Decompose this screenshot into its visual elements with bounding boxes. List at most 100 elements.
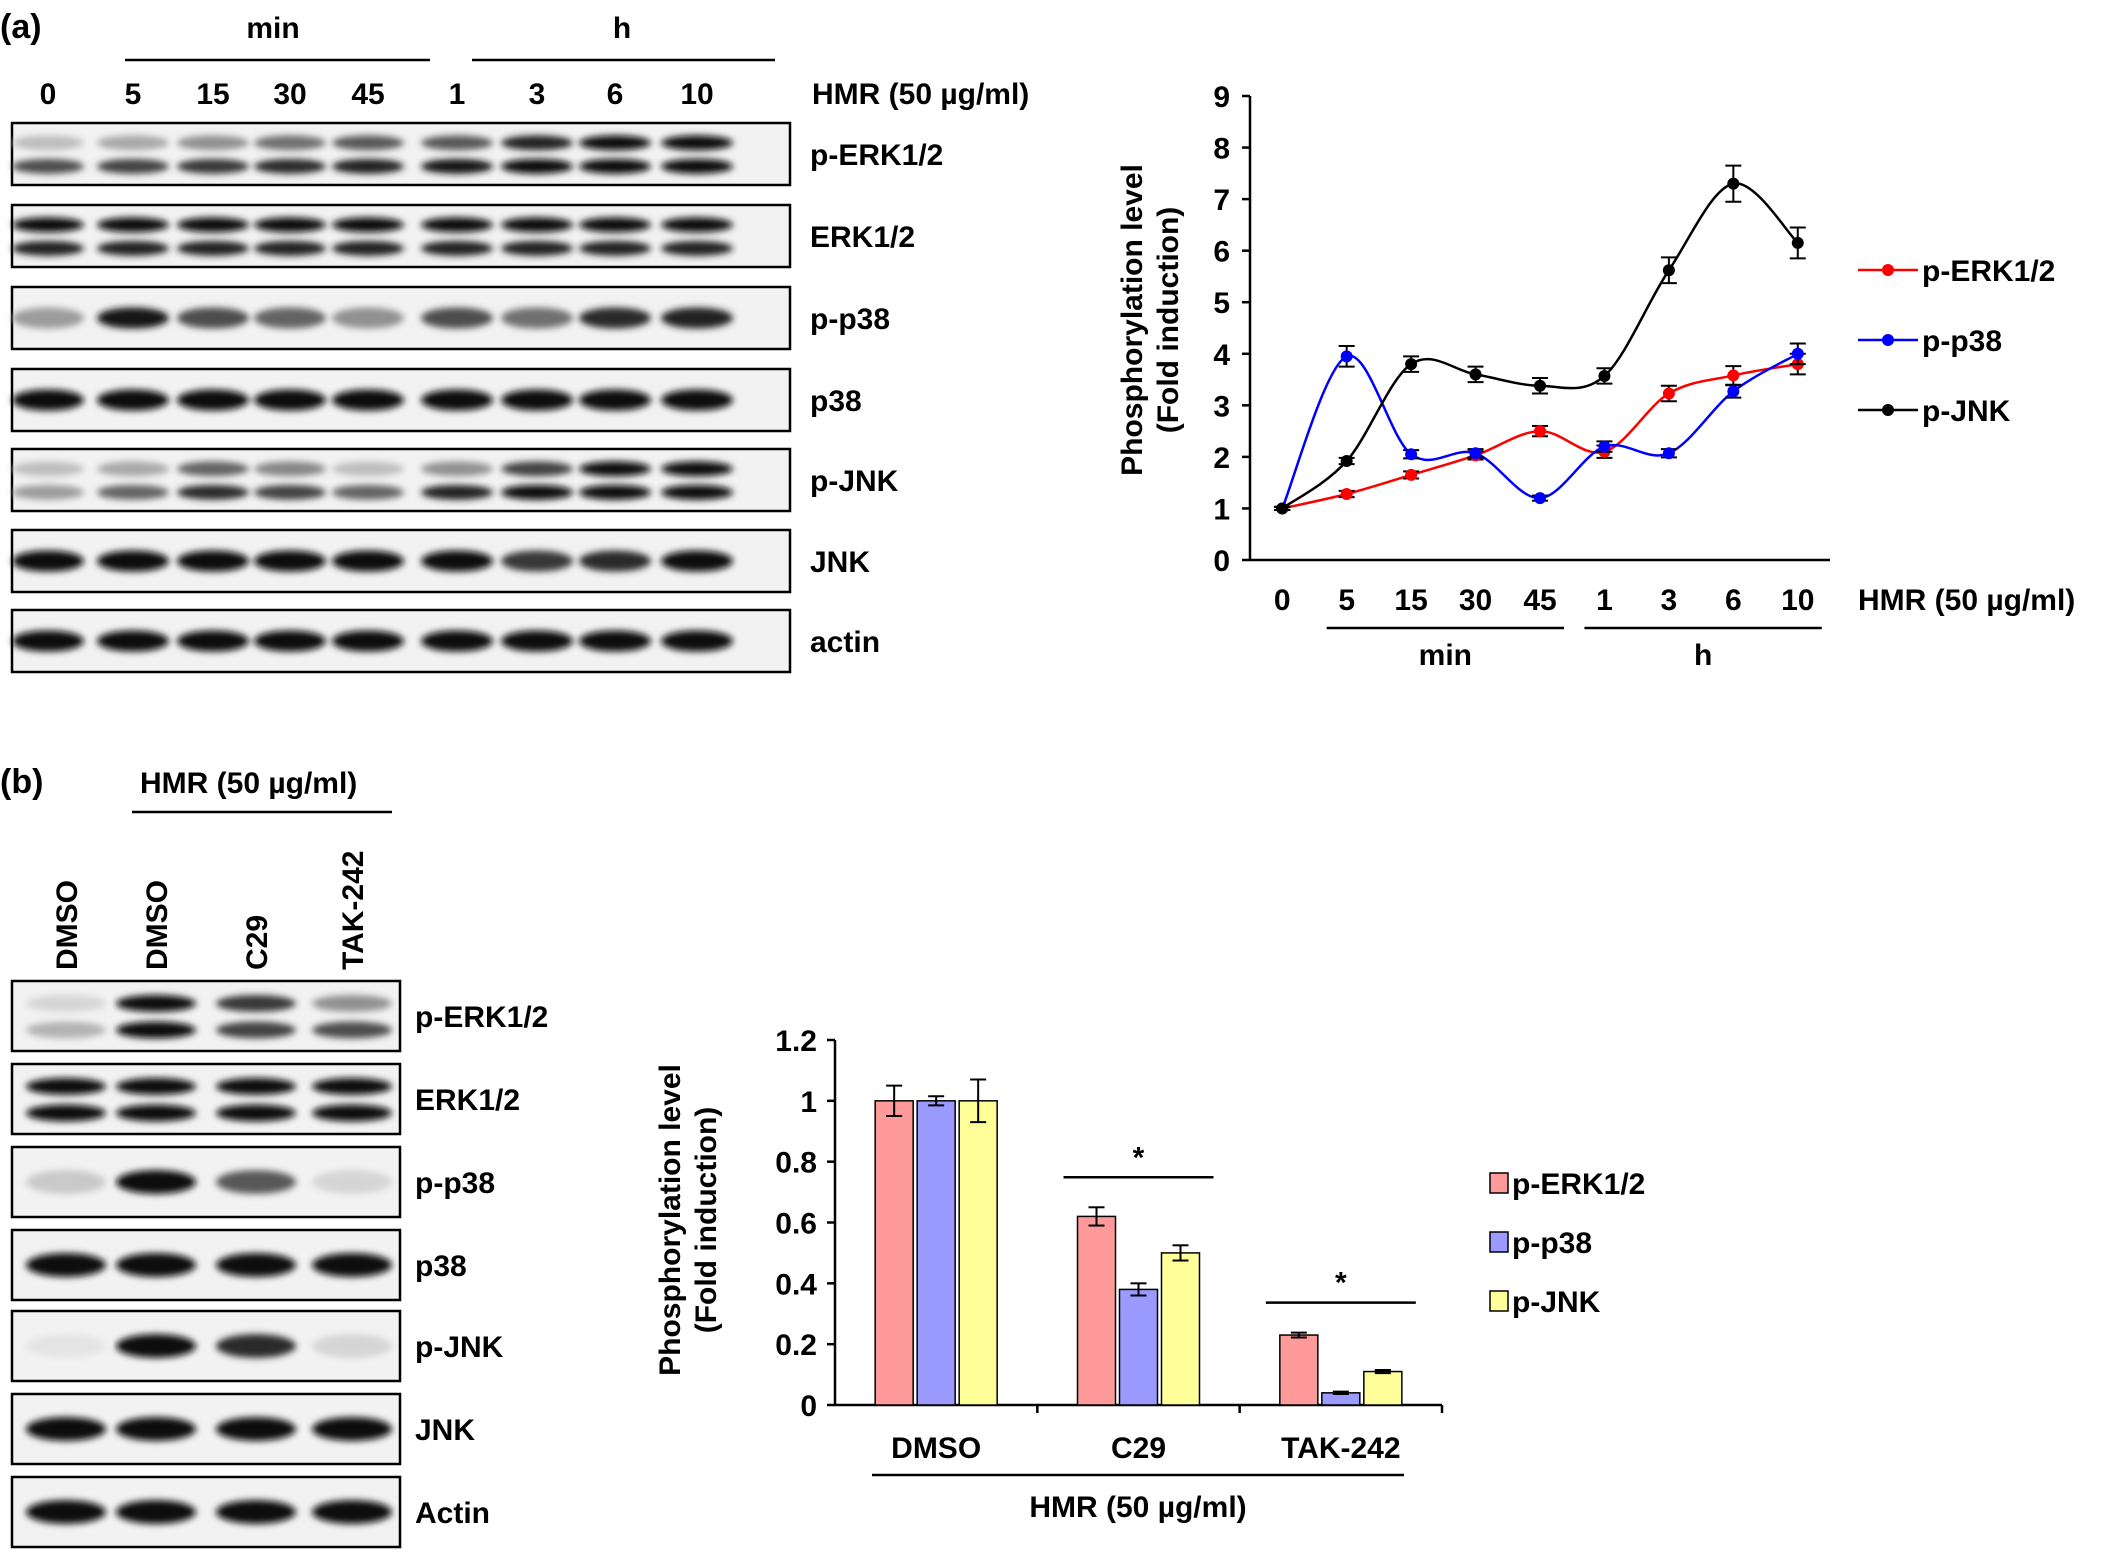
band: [12, 550, 84, 572]
band: [26, 1170, 106, 1194]
band: [12, 217, 84, 233]
band: [312, 995, 392, 1012]
line-chart-y-label-line-2: (Fold induction): [1152, 207, 1185, 434]
blot-b-membrane: [10, 979, 402, 1053]
band: [216, 1021, 296, 1039]
blot-a-group-h: h: [613, 12, 631, 45]
band: [216, 1104, 296, 1122]
blot-a-lane-label: 45: [351, 78, 384, 111]
bar-p-jnk: [1363, 1370, 1403, 1406]
data-point: [1662, 447, 1675, 460]
bar-chart-y-label-line-1: Phosphorylation level: [654, 1064, 687, 1376]
data-point: [1405, 358, 1418, 371]
data-point: [1276, 502, 1289, 515]
band: [312, 1253, 392, 1277]
panel-a-blot: min h HMR (50 µg/ml) 0 5 15 30 45 1 3 6 10 p-ERK…: [10, 12, 1029, 674]
band: [254, 135, 326, 151]
blot-a-row-label: p-JNK: [810, 465, 899, 498]
band: [254, 217, 326, 233]
band: [501, 389, 573, 411]
blot-a-row-p-jnk: p-JNK: [10, 447, 899, 513]
band: [421, 484, 493, 500]
band: [12, 240, 84, 256]
band: [312, 1417, 392, 1441]
blot-b-row-p-erk1-2: p-ERK1/2: [10, 979, 548, 1053]
significance-asterisk: *: [1335, 1267, 1347, 1300]
line-chart-y-tick-label: 5: [1213, 287, 1230, 320]
line-chart-x-tick-label: 45: [1523, 584, 1556, 617]
bar-group-dmso: [874, 1078, 998, 1406]
line-chart-y-label: Phosphorylation level (Fold induction): [1116, 164, 1185, 476]
band: [97, 135, 169, 151]
band: [661, 307, 733, 329]
data-point: [1727, 369, 1740, 382]
band: [12, 389, 84, 411]
data-point: [1791, 236, 1804, 249]
band: [501, 630, 573, 652]
band: [12, 307, 84, 329]
band: [177, 240, 249, 256]
band: [421, 550, 493, 572]
line-chart-x-label: HMR (50 µg/ml): [1858, 584, 2075, 617]
bar-chart-x-tick-label: TAK-242: [1281, 1432, 1400, 1465]
band: [661, 240, 733, 256]
blot-a-bands: [12, 630, 733, 652]
bar-p-erk1-2: [1076, 1215, 1117, 1406]
band: [97, 461, 169, 477]
band: [216, 1078, 296, 1095]
band: [661, 217, 733, 233]
band: [254, 158, 326, 174]
data-point: [1534, 425, 1546, 438]
blot-a-row-label: p38: [810, 385, 862, 418]
legend-swatch: [1489, 1231, 1509, 1253]
data-point: [1534, 492, 1546, 505]
legend-label: p-JNK: [1512, 1286, 1601, 1319]
data-point: [1727, 177, 1740, 190]
blot-b-row-label: Actin: [415, 1497, 490, 1530]
band: [97, 307, 169, 329]
line-chart-group-label-h: h: [1694, 639, 1712, 672]
band: [216, 995, 296, 1012]
bar-chart: 0 0.2 0.4 0.6 0.8 1 1.2 DMSO C29 TAK-242 Phosphor…: [654, 1025, 1645, 1524]
legend-marker: [1882, 334, 1894, 346]
band: [216, 1253, 296, 1277]
blot-a-membrane: [10, 121, 792, 187]
data-point: [1534, 379, 1546, 392]
legend-swatch: [1489, 1172, 1509, 1194]
line-chart-plot-area: [1250, 82, 1830, 560]
bar-chart-legend: p-ERK1/2 p-p38 p-JNK: [1489, 1168, 1645, 1319]
blot-a-row-erk1-2: ERK1/2: [10, 203, 915, 269]
blot-b-bands: [26, 1334, 392, 1358]
band: [501, 158, 573, 174]
data-point: [1469, 368, 1482, 381]
line-chart-y-label-line-1: Phosphorylation level: [1116, 164, 1149, 476]
bar-group-c29: [1076, 1206, 1201, 1406]
bar-chart-y-tick-label: 0.8: [775, 1147, 817, 1180]
band: [116, 1500, 196, 1524]
blot-b-membrane: [10, 1062, 402, 1136]
band: [216, 1334, 296, 1358]
legend-label: p-ERK1/2: [1922, 255, 2055, 288]
band: [312, 1170, 392, 1194]
bar-chart-x-label: HMR (50 µg/ml): [1029, 1491, 1246, 1524]
blot-a-lane-label: 15: [196, 78, 229, 111]
legend-label: p-JNK: [1922, 395, 2011, 428]
blot-a-row-label: p-ERK1/2: [810, 139, 943, 172]
data-point: [1791, 347, 1804, 360]
band: [12, 135, 84, 151]
bar-chart-y-label-line-2: (Fold induction): [690, 1107, 723, 1334]
blot-a-lane-label: 0: [40, 78, 57, 111]
line-chart-x-tick-label: 6: [1725, 584, 1742, 617]
blot-a-lane-label: 30: [273, 78, 306, 111]
legend-item-p-p38: p-p38: [1489, 1227, 1592, 1260]
data-point: [1598, 369, 1611, 382]
line-chart-y-tick-label: 2: [1213, 442, 1230, 475]
band: [661, 484, 733, 500]
band: [332, 307, 404, 329]
band: [421, 461, 493, 477]
band: [254, 461, 326, 477]
bar-chart-y-tick-label: 0.6: [775, 1208, 817, 1241]
band: [332, 158, 404, 174]
blot-b-bands: [26, 1170, 392, 1194]
